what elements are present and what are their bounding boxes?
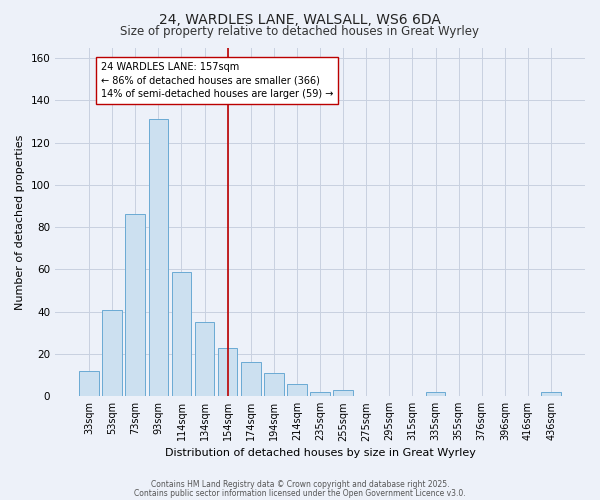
Bar xyxy=(125,214,145,396)
Bar xyxy=(103,310,122,396)
Bar xyxy=(195,322,214,396)
Bar xyxy=(287,384,307,396)
Bar xyxy=(426,392,445,396)
Bar xyxy=(310,392,330,396)
Bar xyxy=(334,390,353,396)
Bar xyxy=(79,371,99,396)
Y-axis label: Number of detached properties: Number of detached properties xyxy=(15,134,25,310)
Bar xyxy=(218,348,238,396)
Bar xyxy=(172,272,191,396)
Text: Contains public sector information licensed under the Open Government Licence v3: Contains public sector information licen… xyxy=(134,488,466,498)
Bar xyxy=(264,373,284,396)
Bar xyxy=(541,392,561,396)
Text: 24, WARDLES LANE, WALSALL, WS6 6DA: 24, WARDLES LANE, WALSALL, WS6 6DA xyxy=(159,12,441,26)
Bar xyxy=(149,120,168,396)
X-axis label: Distribution of detached houses by size in Great Wyrley: Distribution of detached houses by size … xyxy=(164,448,476,458)
Text: 24 WARDLES LANE: 157sqm
← 86% of detached houses are smaller (366)
14% of semi-d: 24 WARDLES LANE: 157sqm ← 86% of detache… xyxy=(101,62,333,98)
Text: Size of property relative to detached houses in Great Wyrley: Size of property relative to detached ho… xyxy=(121,25,479,38)
Bar xyxy=(241,362,260,396)
Text: Contains HM Land Registry data © Crown copyright and database right 2025.: Contains HM Land Registry data © Crown c… xyxy=(151,480,449,489)
